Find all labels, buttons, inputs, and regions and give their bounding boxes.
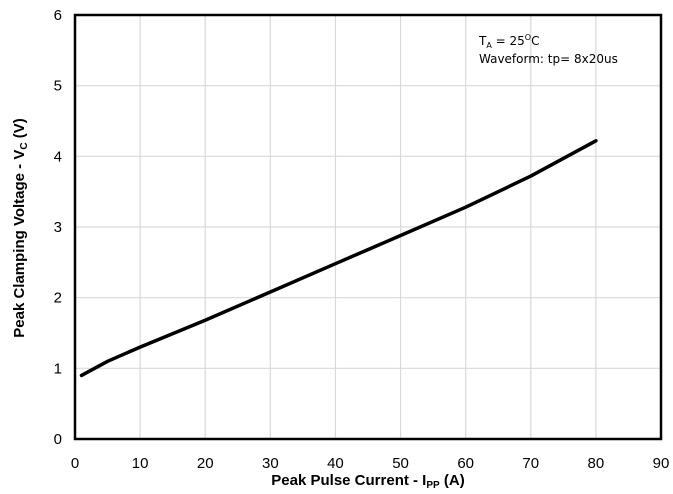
- annotation-unit: C: [531, 34, 539, 48]
- conditions-annotation: TA = 25OC Waveform: tp= 8x20us: [478, 33, 618, 66]
- x-tick-label: 80: [588, 455, 605, 472]
- x-tick-label: 30: [262, 455, 279, 472]
- x-axis-title-main: Peak Pulse Current - I: [271, 472, 426, 489]
- x-axis-ticks: 0 10 20 30 40 50 60 70 80 90: [71, 455, 670, 472]
- grid-lines: [74, 14, 662, 440]
- plot-area-frame: [73, 13, 663, 441]
- annotation-t-mid: = 25: [492, 34, 525, 48]
- annotation-degree: O: [525, 33, 531, 42]
- y-axis-title: Peak Clamping Voltage - VC (V): [11, 118, 30, 338]
- y-axis-title-main: Peak Clamping Voltage - V: [11, 150, 28, 338]
- x-axis-title-sub: PP: [426, 480, 440, 491]
- y-axis-ticks: 0 1 2 3 4 5 6: [54, 7, 62, 448]
- x-axis-title: Peak Pulse Current - IPP (A): [271, 472, 464, 491]
- annotation-t-sub: A: [486, 41, 492, 50]
- x-tick-label: 50: [392, 455, 409, 472]
- x-tick-label: 10: [132, 455, 149, 472]
- y-tick-label: 4: [54, 148, 62, 165]
- series-group: [79, 139, 598, 378]
- y-axis-title-tail: (V): [11, 118, 28, 142]
- clamping-voltage-line: [79, 139, 598, 378]
- x-tick-label: 20: [197, 455, 214, 472]
- x-axis-title-tail: (A): [440, 472, 465, 489]
- x-tick-label: 0: [71, 455, 79, 472]
- y-tick-label: 5: [54, 78, 62, 95]
- annotation-t: T: [478, 34, 487, 48]
- x-tick-label: 90: [653, 455, 670, 472]
- y-tick-label: 1: [54, 360, 62, 377]
- y-tick-label: 0: [54, 431, 62, 448]
- x-tick-label: 70: [522, 455, 539, 472]
- annotation-temperature: TA = 25OC: [478, 33, 539, 50]
- x-tick-label: 40: [327, 455, 344, 472]
- x-tick-label: 60: [457, 455, 474, 472]
- y-tick-label: 2: [54, 290, 62, 307]
- y-axis-title-sub: C: [19, 142, 30, 149]
- y-tick-label: 3: [54, 219, 62, 236]
- annotation-waveform: Waveform: tp= 8x20us: [479, 52, 618, 66]
- y-tick-label: 6: [54, 7, 62, 24]
